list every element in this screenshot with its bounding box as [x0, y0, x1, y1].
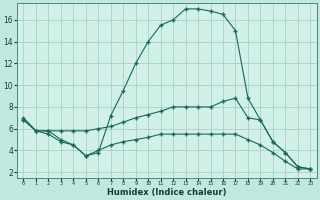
X-axis label: Humidex (Indice chaleur): Humidex (Indice chaleur)	[107, 188, 227, 197]
